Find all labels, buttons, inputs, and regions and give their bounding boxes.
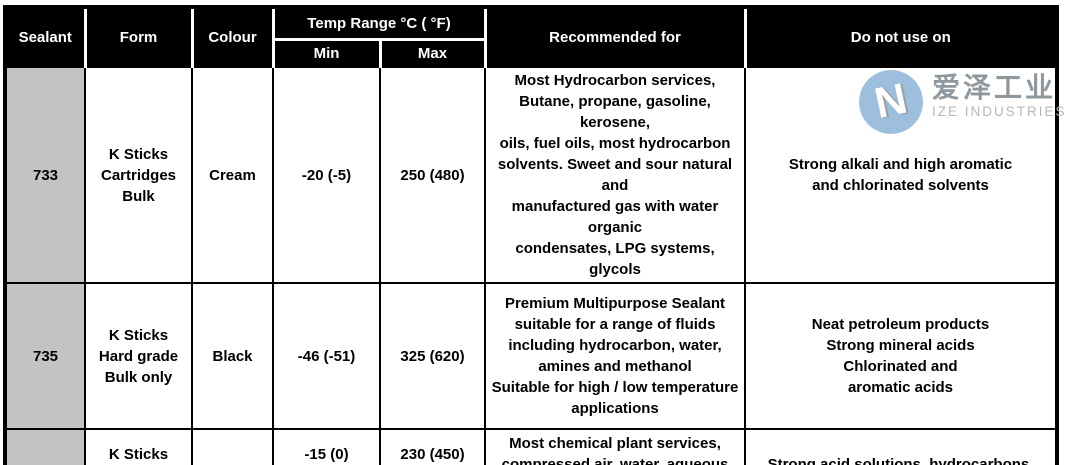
cell-temp-min: -46 (-51) xyxy=(272,282,381,430)
sealant-table: Sealant Form Colour Temp Range °C ( °F) … xyxy=(3,5,1059,465)
do-not-use-text: Neat petroleum products Strong mineral a… xyxy=(811,316,990,396)
cell-recommended: Most Hydrocarbon services, Butane, propa… xyxy=(484,66,746,284)
temp-min-value: -15 (0) -20 (-5) -25 (-13) xyxy=(304,445,349,463)
cell-recommended: Most chemical plant services, compressed… xyxy=(484,428,746,465)
do-not-use-text: Strong alkali and high aromatic and chlo… xyxy=(788,156,1013,194)
column-header-do-not-use-label: Do not use on xyxy=(850,29,951,46)
cell-sealant: 731 xyxy=(4,428,86,465)
cell-form: K Sticks Hard grade Bulk only xyxy=(84,282,193,430)
sealant-number: 735 xyxy=(32,347,59,365)
column-header-temp-range-label: Temp Range °C ( °F) xyxy=(307,14,451,32)
column-header-min: Min xyxy=(273,39,382,67)
temp-min-value: -46 (-51) xyxy=(297,347,356,365)
table-header: Sealant Form Colour Temp Range °C ( °F) … xyxy=(5,7,1059,67)
cell-temp-max: 230 (450) 230 (450) 230 (450) xyxy=(379,428,486,465)
recommended-text: Premium Multipurpose Sealant suitable fo… xyxy=(491,295,739,417)
cell-colour: Cream xyxy=(191,428,274,465)
form-value: K Sticks Cartridges Bulk xyxy=(100,145,177,205)
table-row-733: 733 K Sticks Cartridges Bulk Cream -20 (… xyxy=(4,66,1058,284)
colour-value: Cream xyxy=(209,166,256,184)
temp-min-value: -20 (-5) xyxy=(301,166,352,184)
cell-temp-max: 250 (480) xyxy=(379,66,486,284)
temp-max-value: 230 (450) 230 (450) 230 (450) xyxy=(400,445,465,463)
column-header-colour: Colour xyxy=(192,7,275,67)
column-header-sealant: Sealant xyxy=(5,7,87,67)
cell-recommended: Premium Multipurpose Sealant suitable fo… xyxy=(484,282,746,430)
column-header-temp-range: Temp Range °C ( °F) xyxy=(273,7,487,41)
table-row-731: 731 K Sticks Cartridges Bulk Cream -15 (… xyxy=(4,428,1058,465)
cell-sealant: 733 xyxy=(4,66,86,284)
column-header-max: Max xyxy=(380,39,487,67)
column-header-form-label: Form xyxy=(119,29,158,46)
colour-value: Black xyxy=(212,347,253,365)
cell-temp-max: 325 (620) xyxy=(379,282,486,430)
column-header-min-label: Min xyxy=(313,44,340,62)
recommended-text: Most Hydrocarbon services, Butane, propa… xyxy=(497,72,733,278)
do-not-use-text: Strong acid solutions, hydrocarbons, chl… xyxy=(767,456,1034,465)
column-header-colour-label: Colour xyxy=(208,29,257,46)
cell-do-not-use: Strong acid solutions, hydrocarbons, chl… xyxy=(744,428,1058,465)
cell-colour: Black xyxy=(191,282,274,430)
form-value: K Sticks Hard grade Bulk only xyxy=(98,326,179,386)
column-header-form: Form xyxy=(85,7,194,67)
column-header-sealant-label: Sealant xyxy=(18,29,72,46)
column-header-do-not-use: Do not use on xyxy=(745,7,1059,67)
column-header-recommended: Recommended for xyxy=(485,7,747,67)
cell-do-not-use: Strong alkali and high aromatic and chlo… xyxy=(744,66,1058,284)
column-header-max-label: Max xyxy=(417,44,448,62)
table-row-735: 735 K Sticks Hard grade Bulk only Black … xyxy=(4,282,1058,430)
cell-form: K Sticks Cartridges Bulk xyxy=(84,428,193,465)
column-header-recommended-label: Recommended for xyxy=(549,29,681,46)
cell-do-not-use: Neat petroleum products Strong mineral a… xyxy=(744,282,1058,430)
cell-sealant: 735 xyxy=(4,282,86,430)
sealant-number: 733 xyxy=(32,166,59,184)
recommended-text: Most chemical plant services, compressed… xyxy=(501,435,729,465)
form-value: K Sticks Cartridges Bulk xyxy=(108,445,169,463)
cell-colour: Cream xyxy=(191,66,274,284)
cell-form: K Sticks Cartridges Bulk xyxy=(84,66,193,284)
cell-temp-min: -20 (-5) xyxy=(272,66,381,284)
cell-temp-min: -15 (0) -20 (-5) -25 (-13) xyxy=(272,428,381,465)
temp-max-value: 325 (620) xyxy=(400,347,465,365)
temp-max-value: 250 (480) xyxy=(400,166,465,184)
